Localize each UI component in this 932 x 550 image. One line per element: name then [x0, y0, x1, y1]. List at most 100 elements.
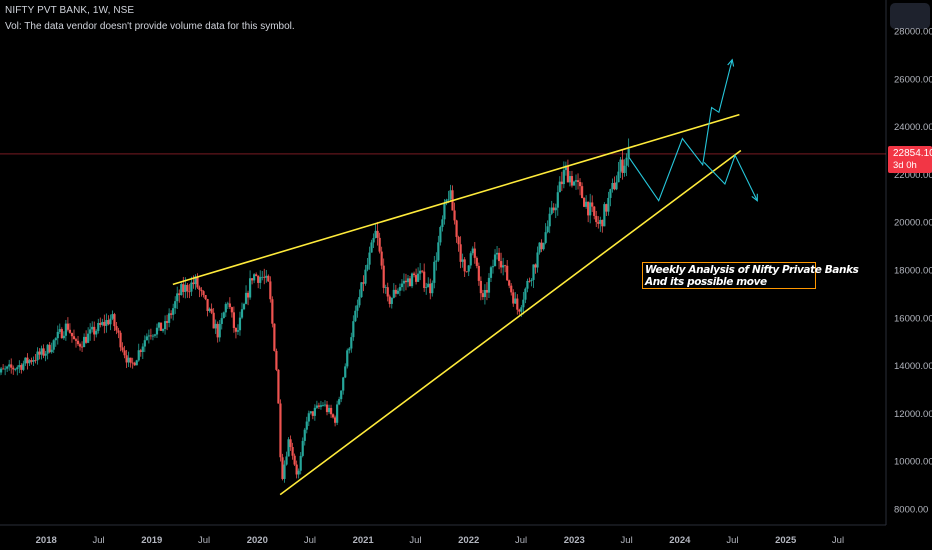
bar-countdown: 3d 0h — [893, 160, 917, 171]
candle-body — [131, 362, 134, 364]
projection-path-main — [628, 59, 733, 202]
candle-body — [560, 181, 563, 185]
candle-body — [613, 182, 616, 190]
candle-body — [595, 215, 598, 223]
candle-body — [574, 180, 578, 182]
candle-body — [101, 321, 104, 325]
candle-body — [56, 331, 59, 339]
y-tick-label: 8000.00 — [894, 505, 928, 516]
candle-body — [568, 176, 572, 183]
candle-body — [159, 322, 163, 331]
candle-body — [34, 360, 37, 361]
analysis-annotation[interactable]: Weekly Analysis of Nifty Private Banks A… — [642, 262, 859, 289]
y-tick-label: 22000.00 — [894, 170, 932, 181]
candle-body — [404, 280, 408, 283]
candle-body — [342, 377, 345, 391]
candle-body — [518, 309, 521, 312]
candle-body — [74, 339, 78, 341]
candle-body — [91, 326, 94, 330]
candle-body — [597, 222, 600, 224]
candle-body — [400, 283, 404, 288]
candle-body — [117, 330, 120, 333]
candle-body — [360, 282, 363, 298]
candle-body — [392, 289, 395, 298]
candle-body — [141, 346, 144, 352]
candle-body — [198, 287, 201, 290]
candle-body — [165, 321, 169, 323]
candle-body — [412, 273, 416, 276]
candle-body — [151, 335, 155, 337]
candle-body — [564, 165, 567, 171]
candle-body — [402, 280, 406, 284]
candle-body — [607, 197, 610, 212]
candle-body — [271, 299, 274, 324]
candle-body — [536, 252, 539, 268]
candle-body — [103, 321, 106, 326]
candle-body — [149, 335, 152, 337]
candle-body — [26, 357, 29, 364]
candle-body — [366, 264, 369, 270]
candle-body — [80, 346, 84, 348]
candle-body — [457, 236, 460, 245]
candle-body — [427, 283, 430, 288]
candle-body — [572, 181, 576, 186]
candle-body — [222, 312, 225, 319]
candle-body — [58, 329, 61, 332]
toolbar-button[interactable] — [890, 3, 930, 29]
candle-body — [277, 369, 280, 404]
candle-body — [135, 360, 138, 366]
candle-body — [439, 227, 442, 243]
y-tick-label: 10000.00 — [894, 457, 932, 468]
candle-body — [350, 337, 353, 349]
candle-body — [297, 470, 300, 475]
candle-body — [192, 282, 195, 285]
candle-body — [89, 329, 92, 334]
candle-body — [623, 165, 626, 173]
candle-body — [99, 322, 102, 325]
candle-body — [495, 252, 499, 255]
candle-body — [180, 284, 183, 296]
x-tick-label: 2023 — [564, 535, 585, 546]
candle-body — [238, 317, 242, 331]
candle-body — [273, 323, 276, 351]
candle-body — [153, 334, 157, 336]
x-tick-label: Jul — [621, 535, 633, 546]
candle-body — [0, 368, 3, 373]
candle-body — [139, 350, 142, 352]
candle-body — [504, 265, 507, 267]
candle-body — [48, 344, 51, 353]
candle-body — [621, 159, 624, 173]
candle-body — [524, 288, 527, 300]
candle-body — [109, 318, 112, 325]
candle-body — [305, 421, 308, 430]
candle-body — [502, 265, 505, 268]
x-tick-label: 2024 — [669, 535, 691, 546]
candle-body — [585, 201, 588, 207]
candle-body — [414, 275, 418, 282]
candle-body — [587, 201, 590, 216]
y-tick-label: 28000.00 — [894, 27, 932, 38]
candle-body — [129, 357, 132, 363]
annotation-line-1: Weekly Analysis of Nifty Private Banks — [645, 264, 859, 276]
volume-note: Vol: The data vendor doesn't provide vol… — [5, 21, 295, 32]
candle-body — [550, 207, 553, 214]
candle-body — [115, 326, 118, 331]
candle-body — [137, 350, 140, 361]
candle-body — [257, 275, 260, 283]
candle-body — [87, 333, 90, 343]
candle-body — [163, 321, 167, 329]
candle-body — [93, 326, 96, 335]
candle-body — [289, 439, 292, 448]
candle-body — [52, 340, 55, 350]
candle-body — [267, 275, 270, 282]
x-tick-label: Jul — [409, 535, 421, 546]
candle-body — [388, 296, 391, 304]
candle-body — [230, 307, 233, 313]
candle-body — [380, 251, 383, 266]
candle-body — [534, 264, 537, 268]
candle-body — [421, 270, 424, 272]
candle-body — [378, 237, 381, 252]
candle-body — [107, 320, 110, 325]
projection-path-alt-arrow — [751, 193, 758, 202]
